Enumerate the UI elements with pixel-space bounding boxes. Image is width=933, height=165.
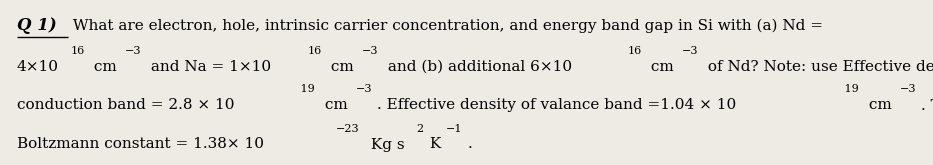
Text: 4×10: 4×10 [17,60,59,74]
Text: −3: −3 [362,47,379,56]
Text: 16: 16 [627,47,642,56]
Text: and Na = 1×10: and Na = 1×10 [146,60,272,74]
Text: Q 1): Q 1) [17,17,57,34]
Text: −1: −1 [446,124,463,134]
Text: 16: 16 [71,47,85,56]
Text: . T= 300 K,: . T= 300 K, [921,98,933,112]
Text: cm: cm [320,98,348,112]
Text: of Nd? Note: use Effective density of: of Nd? Note: use Effective density of [703,60,933,74]
Text: .: . [467,137,472,151]
Text: Boltzmann constant = 1.38× 10: Boltzmann constant = 1.38× 10 [17,137,264,151]
Text: cm: cm [864,98,892,112]
Text: cm: cm [327,60,354,74]
Text: −3: −3 [125,47,142,56]
Text: 2: 2 [416,124,423,134]
Text: . Effective density of valance band =1.04 × 10: . Effective density of valance band =1.0… [378,98,737,112]
Text: Kg s: Kg s [366,137,405,151]
Text: −3: −3 [682,47,698,56]
Text: K: K [425,137,441,151]
Text: What are electron, hole, intrinsic carrier concentration, and energy band gap in: What are electron, hole, intrinsic carri… [68,18,823,33]
Text: 19: 19 [298,84,315,94]
Text: and (b) additional 6×10: and (b) additional 6×10 [383,60,573,74]
Text: conduction band = 2.8 × 10: conduction band = 2.8 × 10 [17,98,234,112]
Text: 16: 16 [308,47,322,56]
Text: cm: cm [90,60,118,74]
Text: 19: 19 [841,84,858,94]
Text: −3: −3 [356,84,372,94]
Text: cm: cm [646,60,674,74]
Text: −23: −23 [336,124,359,134]
Text: −3: −3 [899,84,916,94]
